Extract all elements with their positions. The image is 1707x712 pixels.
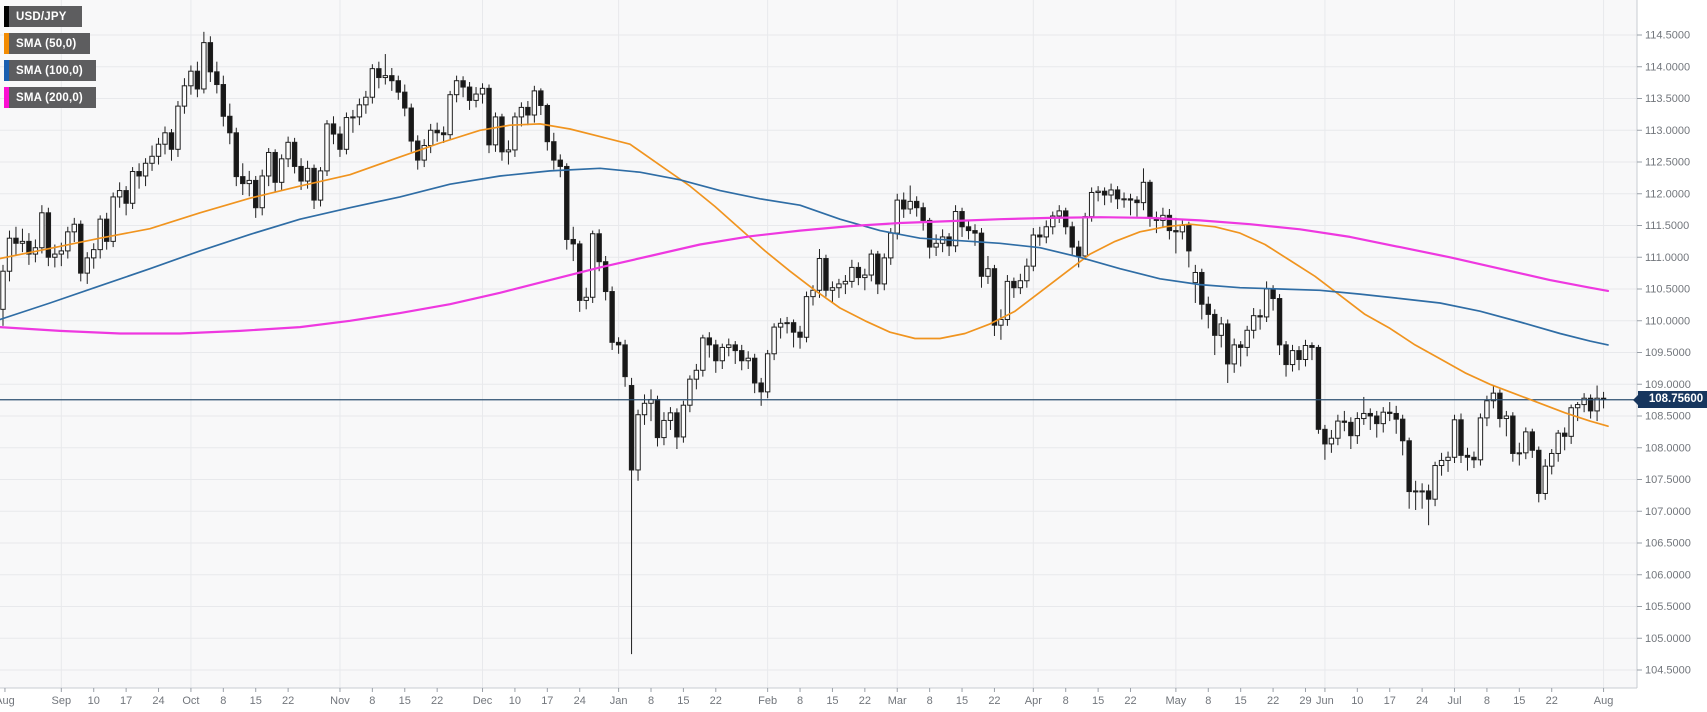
legend-label: USD/JPY: [16, 10, 67, 23]
svg-text:22: 22: [1124, 695, 1136, 707]
legend-label: SMA (200,0): [16, 91, 83, 104]
legend-item-sma100[interactable]: SMA (100,0): [4, 60, 96, 81]
svg-text:24: 24: [152, 695, 164, 707]
svg-text:8: 8: [927, 695, 933, 707]
badge-arrow-icon: [1633, 394, 1638, 405]
svg-text:110.5000: 110.5000: [1645, 284, 1690, 296]
svg-text:22: 22: [859, 695, 871, 707]
svg-text:8: 8: [797, 695, 803, 707]
svg-text:113.5000: 113.5000: [1645, 93, 1690, 105]
svg-text:104.5000: 104.5000: [1645, 665, 1691, 677]
svg-text:Nov: Nov: [330, 695, 350, 707]
svg-text:108.5000: 108.5000: [1645, 411, 1691, 423]
svg-text:105.0000: 105.0000: [1645, 633, 1691, 645]
svg-text:May: May: [1165, 695, 1186, 707]
svg-text:10: 10: [1351, 695, 1363, 707]
svg-text:106.0000: 106.0000: [1645, 569, 1691, 581]
svg-text:Aug: Aug: [0, 695, 15, 707]
svg-text:109.5000: 109.5000: [1645, 347, 1691, 359]
svg-text:Feb: Feb: [758, 695, 777, 707]
axes: [0, 0, 1638, 689]
price-axis-labels: 114.5000 114.0000 113.5000 113.0000 112.5000…: [1637, 30, 1691, 677]
svg-text:8: 8: [1063, 695, 1069, 707]
svg-text:112.5000: 112.5000: [1645, 157, 1690, 169]
svg-text:17: 17: [1384, 695, 1396, 707]
svg-text:22: 22: [710, 695, 722, 707]
legend-item-sma200[interactable]: SMA (200,0): [4, 87, 96, 108]
last-price-badge: 108.75600: [1633, 391, 1707, 409]
svg-text:111.0000: 111.0000: [1645, 252, 1689, 264]
series-color-swatch: [4, 87, 9, 108]
svg-text:Oct: Oct: [182, 695, 199, 707]
legend-label: SMA (50,0): [16, 37, 77, 50]
gridlines: [0, 0, 1637, 688]
svg-text:109.0000: 109.0000: [1645, 379, 1691, 391]
svg-text:10: 10: [509, 695, 521, 707]
svg-text:15: 15: [956, 695, 968, 707]
svg-text:17: 17: [120, 695, 132, 707]
candles: [0, 31, 1607, 655]
svg-text:Mar: Mar: [888, 695, 907, 707]
svg-text:107.5000: 107.5000: [1645, 474, 1691, 486]
svg-text:Apr: Apr: [1025, 695, 1042, 707]
svg-text:Jun: Jun: [1316, 695, 1334, 707]
series-color-swatch: [4, 6, 9, 27]
svg-text:24: 24: [574, 695, 586, 707]
svg-text:22: 22: [988, 695, 1000, 707]
svg-text:8: 8: [648, 695, 654, 707]
plot-area: [0, 0, 1637, 688]
svg-text:29: 29: [1299, 695, 1311, 707]
legend-item-sma50[interactable]: SMA (50,0): [4, 33, 90, 54]
svg-text:24: 24: [1416, 695, 1428, 707]
svg-text:22: 22: [431, 695, 443, 707]
svg-text:22: 22: [282, 695, 294, 707]
series-color-swatch: [4, 33, 9, 54]
svg-text:10: 10: [88, 695, 100, 707]
sma100-line: [0, 167, 1609, 346]
svg-text:Aug: Aug: [1594, 695, 1614, 707]
svg-text:15: 15: [1513, 695, 1525, 707]
legend: USD/JPY SMA (50,0) SMA (100,0) SMA (200,…: [4, 6, 96, 108]
svg-text:Sep: Sep: [52, 695, 72, 707]
svg-text:105.5000: 105.5000: [1645, 601, 1691, 613]
svg-text:8: 8: [220, 695, 226, 707]
svg-text:114.0000: 114.0000: [1645, 61, 1690, 73]
svg-text:15: 15: [399, 695, 411, 707]
svg-text:Jan: Jan: [610, 695, 628, 707]
svg-text:Jul: Jul: [1447, 695, 1461, 707]
time-axis-labels: Aug Sep 10 17 24 Oct 8 15 22 Nov 8 15 22 Dec 10 17 24 Jan…: [0, 688, 1613, 707]
svg-text:108.0000: 108.0000: [1645, 442, 1691, 454]
svg-text:8: 8: [1205, 695, 1211, 707]
sma200-line: [0, 216, 1610, 335]
last-price-value: 108.75600: [1638, 391, 1707, 409]
svg-text:112.0000: 112.0000: [1645, 188, 1690, 200]
svg-text:8: 8: [369, 695, 375, 707]
svg-text:17: 17: [541, 695, 553, 707]
svg-text:15: 15: [826, 695, 838, 707]
svg-text:8: 8: [1484, 695, 1490, 707]
svg-text:Dec: Dec: [473, 695, 493, 707]
svg-text:111.5000: 111.5000: [1645, 220, 1689, 232]
svg-text:107.0000: 107.0000: [1645, 506, 1691, 518]
series-color-swatch: [4, 60, 9, 81]
svg-text:22: 22: [1546, 695, 1558, 707]
svg-text:114.5000: 114.5000: [1645, 30, 1690, 42]
svg-text:113.0000: 113.0000: [1645, 125, 1690, 137]
svg-text:15: 15: [1092, 695, 1104, 707]
legend-label: SMA (100,0): [16, 64, 83, 77]
svg-text:110.0000: 110.0000: [1645, 315, 1690, 327]
sma50-line: [0, 123, 1609, 428]
svg-text:106.5000: 106.5000: [1645, 538, 1691, 550]
svg-text:15: 15: [677, 695, 689, 707]
svg-text:22: 22: [1267, 695, 1279, 707]
svg-text:15: 15: [250, 695, 262, 707]
legend-item-usdjpy[interactable]: USD/JPY: [4, 6, 82, 27]
svg-text:15: 15: [1235, 695, 1247, 707]
